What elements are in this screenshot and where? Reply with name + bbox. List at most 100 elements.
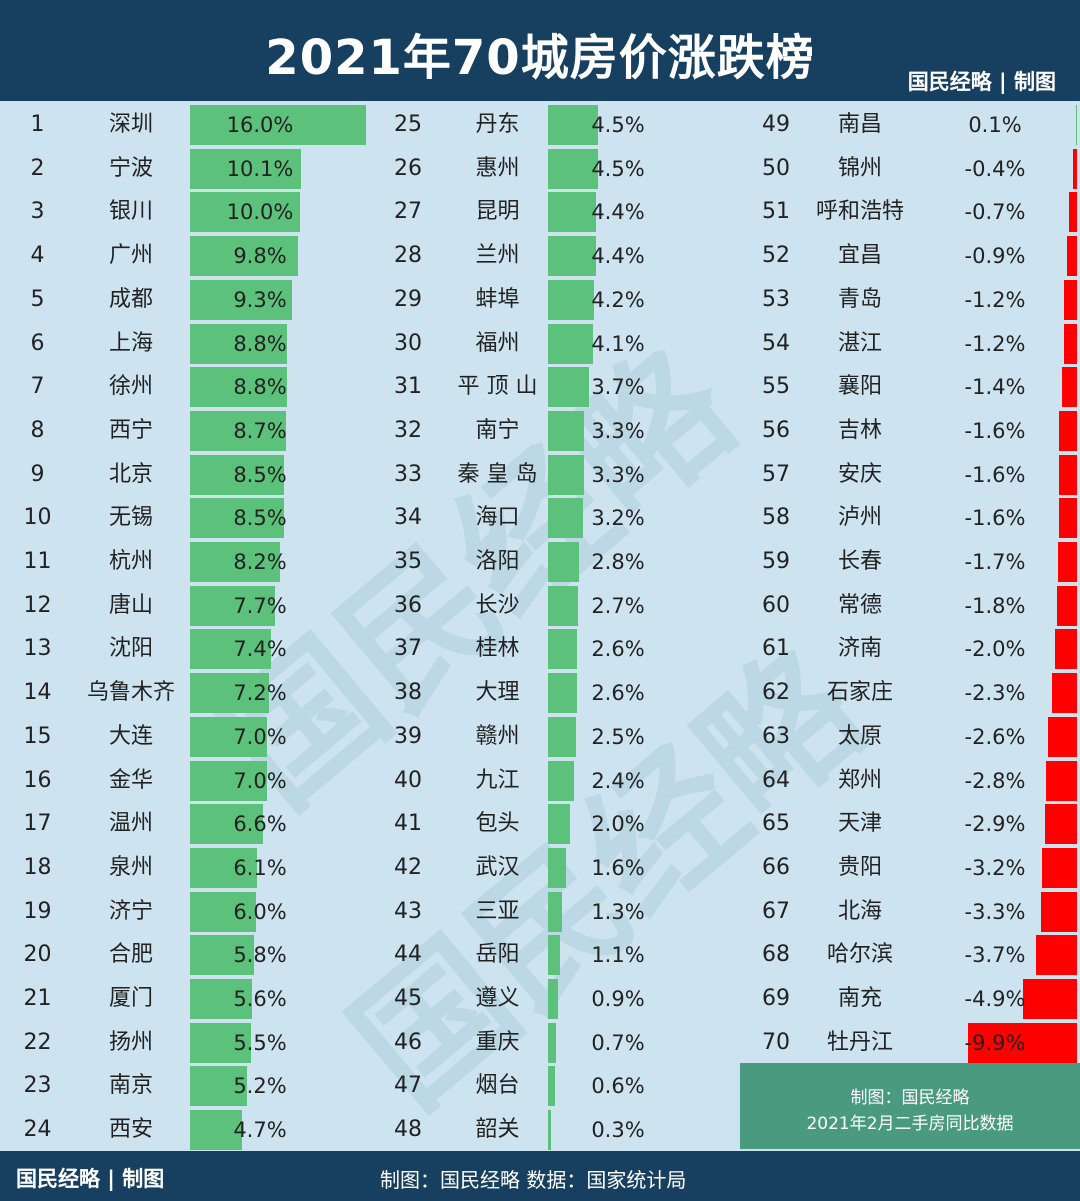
- value-label: 8.8%: [233, 375, 287, 400]
- note-box: 制图：国民经略 2021年2月二手房同比数据: [740, 1063, 1080, 1149]
- data-bar: [190, 847, 258, 888]
- rank-label: 44: [394, 942, 422, 968]
- data-bar: [548, 279, 595, 320]
- value-label: 4.5%: [591, 156, 645, 181]
- rank-label: 51: [762, 199, 790, 225]
- rank-label: 49: [762, 112, 790, 137]
- value-label: 2.0%: [591, 812, 645, 837]
- data-bar: [968, 1022, 1077, 1063]
- rank-label: 61: [762, 636, 790, 662]
- value-label: 6.6%: [233, 812, 287, 837]
- rank-label: 10: [23, 505, 52, 531]
- rank-label: 17: [23, 811, 52, 837]
- city-label: 遵义: [475, 986, 520, 1011]
- rank-label: 7: [30, 374, 45, 400]
- city-label: 宁波: [108, 155, 153, 181]
- city-label: 厦门: [108, 986, 153, 1011]
- data-bar: [1063, 279, 1077, 320]
- chart-title: 2021年70城房价涨跌榜: [265, 30, 815, 86]
- data-bar: [190, 148, 302, 189]
- data-bar: [1055, 629, 1077, 670]
- value-label: -2.3%: [964, 681, 1026, 706]
- data-bar: [1036, 935, 1077, 976]
- rank-label: 67: [762, 898, 790, 924]
- data-bar: [548, 935, 561, 976]
- city-label: 锦州: [837, 155, 882, 181]
- city-label: 合肥: [108, 942, 153, 968]
- value-label: -1.4%: [964, 375, 1026, 400]
- data-bar: [190, 410, 286, 451]
- data-bar: [1069, 192, 1077, 233]
- data-bar: [190, 673, 270, 714]
- city-label: 郑州: [837, 767, 882, 793]
- data-bar: [548, 105, 598, 145]
- city-label: 湛江: [837, 330, 882, 356]
- footer-brand: 国民经略 | 制图: [16, 1167, 165, 1191]
- data-bar: [548, 454, 585, 495]
- city-label: 九江: [475, 767, 520, 793]
- rank-label: 68: [762, 942, 790, 968]
- data-bar: [548, 979, 558, 1019]
- city-label: 西宁: [108, 417, 153, 443]
- value-label: 7.4%: [233, 637, 287, 662]
- city-label: 秦 皇 岛: [457, 461, 538, 487]
- city-label: 深圳: [108, 112, 153, 137]
- value-label: 4.4%: [591, 200, 645, 225]
- header-bar: 2021年70城房价涨跌榜 国民经略 | 制图: [0, 0, 1080, 101]
- value-label: 0.3%: [591, 1118, 645, 1143]
- rank-label: 48: [394, 1117, 422, 1143]
- data-bar: [548, 498, 584, 539]
- data-bar: [1059, 498, 1077, 539]
- value-label: -9.9%: [964, 1030, 1026, 1055]
- rank-label: 32: [394, 417, 422, 443]
- city-label: 哈尔滨: [826, 942, 893, 968]
- rank-label: 64: [762, 767, 790, 793]
- rank-label: 36: [394, 592, 422, 618]
- rank-label: 8: [30, 417, 45, 443]
- city-label: 西安: [108, 1117, 153, 1143]
- value-label: 2.8%: [591, 550, 645, 574]
- value-label: -3.3%: [964, 899, 1026, 924]
- city-label: 北海: [837, 898, 882, 924]
- rank-label: 18: [23, 854, 52, 880]
- value-label: -4.9%: [964, 987, 1026, 1011]
- value-label: 2.6%: [591, 681, 645, 706]
- city-label: 上海: [108, 330, 153, 356]
- rank-label: 19: [23, 898, 52, 924]
- rank-label: 2: [30, 155, 45, 181]
- rank-label: 14: [23, 680, 52, 706]
- rank-label: 38: [394, 680, 422, 706]
- rank-label: 26: [394, 155, 422, 181]
- data-bar: [1048, 716, 1077, 757]
- value-label: 7.2%: [233, 681, 287, 706]
- value-label: 8.5%: [233, 506, 287, 531]
- header-brand: 国民经略 | 制图: [907, 70, 1056, 94]
- city-label: 韶关: [475, 1117, 520, 1143]
- value-label: 4.1%: [591, 331, 645, 356]
- value-label: 0.9%: [591, 987, 645, 1011]
- rank-label: 43: [394, 898, 422, 924]
- rank-label: 62: [762, 680, 790, 706]
- city-label: 济南: [837, 636, 882, 662]
- value-label: -0.9%: [964, 244, 1026, 269]
- value-label: 5.5%: [233, 1030, 287, 1055]
- rank-label: 15: [23, 723, 52, 749]
- value-label: 5.8%: [233, 943, 287, 968]
- rank-label: 5: [30, 286, 45, 312]
- city-label: 兰州: [475, 243, 520, 269]
- data-bar: [548, 629, 577, 670]
- data-bar: [548, 673, 577, 714]
- city-label: 广州: [108, 243, 153, 269]
- rank-label: 16: [23, 767, 52, 793]
- city-label: 泉州: [108, 854, 153, 880]
- data-bar: [1063, 323, 1077, 364]
- data-bar: [548, 891, 563, 932]
- data-bar: [190, 1110, 242, 1151]
- rank-label: 29: [394, 286, 422, 312]
- city-label: 太原: [837, 723, 882, 749]
- value-label: -1.7%: [964, 550, 1026, 574]
- data-bar: [548, 1022, 556, 1063]
- note-line-2: 2021年2月二手房同比数据: [806, 1114, 1014, 1134]
- data-bar: [190, 279, 293, 320]
- city-label: 大连: [108, 723, 153, 749]
